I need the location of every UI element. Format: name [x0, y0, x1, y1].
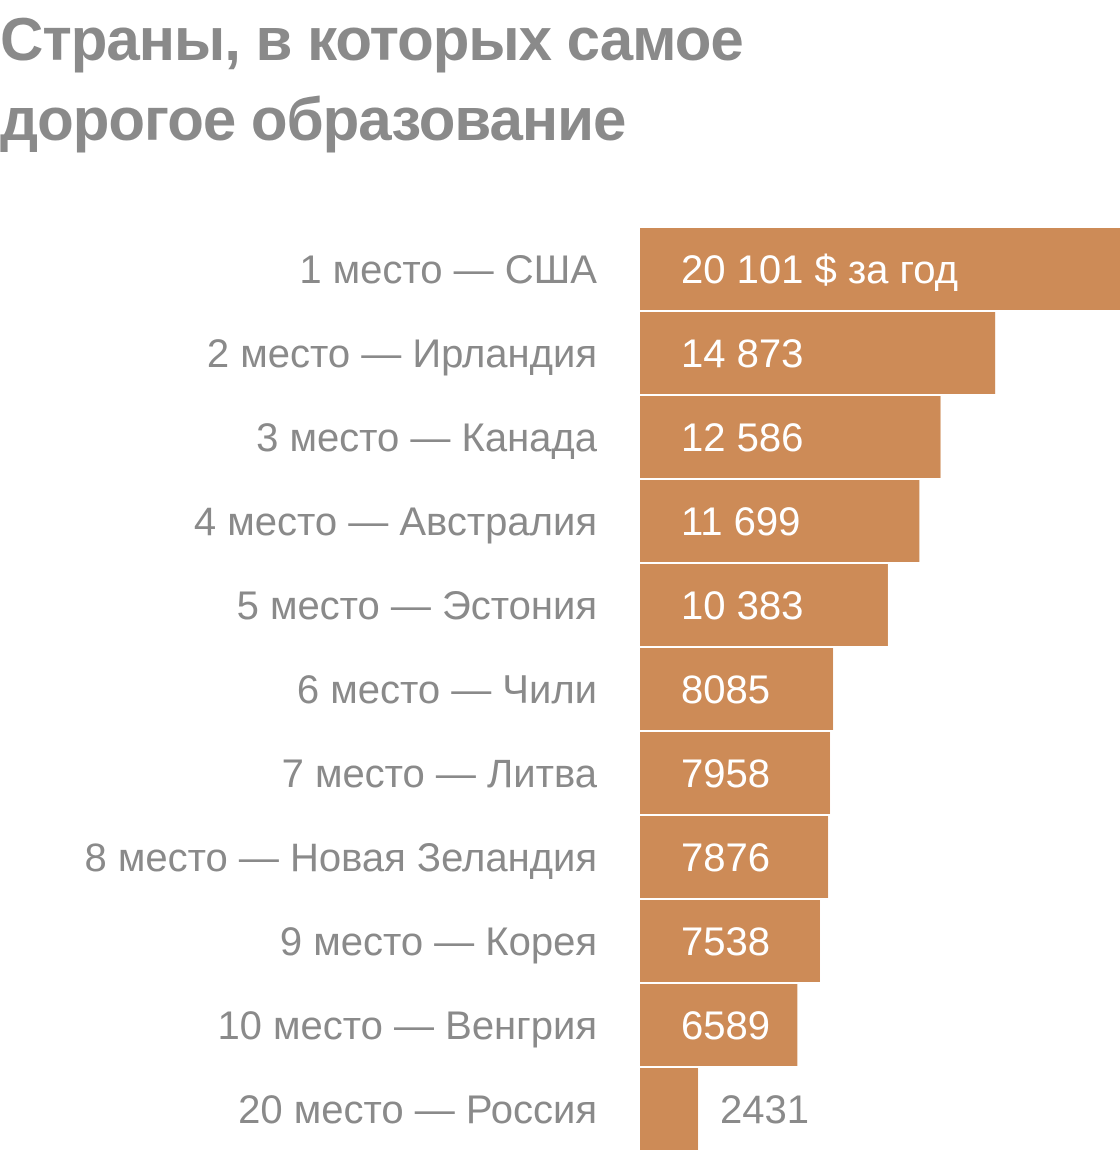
bar-10 [640, 984, 798, 1066]
category-label-1: 1 место — США [299, 248, 597, 292]
category-label-4: 4 место — Австралия [194, 500, 597, 544]
value-label-7: 7958 [681, 752, 770, 796]
bar-8 [640, 816, 829, 898]
chart-title-line-1: Страны, в которых самое [0, 6, 744, 73]
value-label-1: 20 101 $ за год [681, 248, 958, 292]
category-label-7: 7 место — Литва [282, 752, 598, 796]
bar-3 [640, 396, 941, 478]
value-label-3: 12 586 [681, 416, 803, 460]
bar-4 [640, 480, 920, 562]
category-label-5: 5 место — Эстония [237, 584, 597, 628]
value-label-4: 11 699 [681, 500, 800, 544]
value-label-11: 2431 [720, 1088, 809, 1132]
category-label-6: 6 место — Чили [297, 668, 597, 712]
value-label-2: 14 873 [681, 332, 803, 376]
category-label-3: 3 место — Канада [256, 416, 598, 460]
bar-2 [640, 312, 996, 394]
category-label-10: 10 место — Венгрия [217, 1004, 597, 1048]
bar-1 [640, 228, 1120, 310]
value-label-5: 10 383 [681, 584, 803, 628]
bar-9 [640, 900, 821, 982]
category-label-9: 9 место — Корея [280, 920, 597, 964]
bar-7 [640, 732, 831, 814]
value-label-10: 6589 [681, 1004, 770, 1048]
bar-11 [640, 1068, 699, 1150]
bars-layer [640, 228, 1120, 1150]
category-label-8: 8 место — Новая Зеландия [85, 836, 598, 880]
category-label-2: 2 место — Ирландия [207, 332, 597, 376]
value-label-9: 7538 [681, 920, 770, 964]
category-label-11: 20 место — Россия [238, 1088, 597, 1132]
labels-layer: 1 место — США 20 101 $ за год 2 место — Ир… [85, 248, 958, 1132]
chart-title-line-2: дорогое образование [0, 86, 626, 153]
bar-5 [640, 564, 888, 646]
bar-6 [640, 648, 834, 730]
value-label-8: 7876 [681, 836, 770, 880]
value-label-6: 8085 [681, 668, 770, 712]
